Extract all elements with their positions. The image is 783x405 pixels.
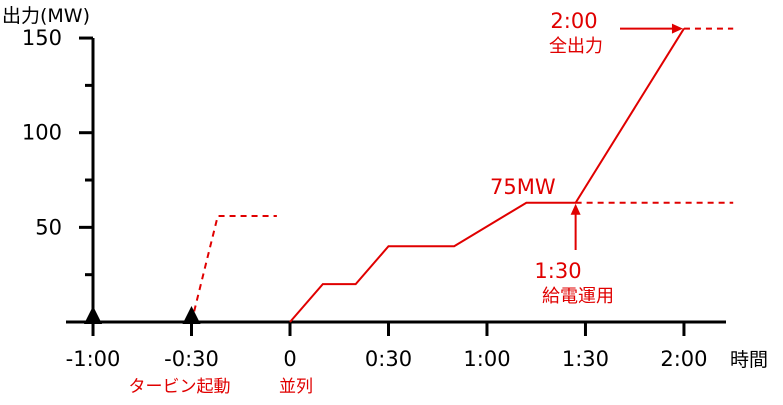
annotation-full: 全出力 bbox=[549, 36, 603, 57]
arrow-full-head bbox=[671, 23, 683, 34]
annotation-75mw: 75MW bbox=[490, 175, 556, 199]
x-tick-label-5: 1:30 bbox=[562, 347, 609, 371]
marker-layer: タービン起動 並列 bbox=[84, 23, 683, 397]
annotation-kyuden-time: 1:30 bbox=[534, 259, 581, 283]
marker-label-2: 並列 bbox=[279, 377, 313, 397]
annotation-kyuden: 給電運用 bbox=[542, 286, 614, 307]
x-tick-label-2: 0 bbox=[283, 347, 296, 371]
x-tick-label-1: -0:30 bbox=[164, 347, 219, 371]
x-tick-label-6: 2:00 bbox=[660, 347, 707, 371]
marker-triangle-0 bbox=[84, 306, 103, 324]
axes: 50 100 150 -1:00 -0:30 0 0:30 1:00 1:30 2:00 bbox=[22, 26, 726, 371]
x-tick-label-3: 0:30 bbox=[365, 347, 412, 371]
marker-label-1: タービン起動 bbox=[129, 377, 231, 397]
y-tick-label-150: 150 bbox=[22, 26, 62, 50]
turbine-startup-dashed bbox=[190, 214, 277, 323]
series-layer bbox=[190, 27, 734, 323]
y-axis-label: 出力(MW) bbox=[2, 5, 90, 27]
marker-triangle-1 bbox=[182, 306, 201, 324]
series-output-line bbox=[289, 28, 685, 323]
annotation-full-time: 2:00 bbox=[550, 9, 597, 33]
y-tick-label-100: 100 bbox=[22, 121, 62, 145]
x-axis-label: 時間 bbox=[730, 349, 768, 371]
arrow-kyuden-head bbox=[570, 203, 581, 215]
x-tick-label-4: 1:00 bbox=[463, 347, 510, 371]
x-tick-label-0: -1:00 bbox=[66, 347, 121, 371]
y-tick-label-50: 50 bbox=[35, 215, 62, 239]
